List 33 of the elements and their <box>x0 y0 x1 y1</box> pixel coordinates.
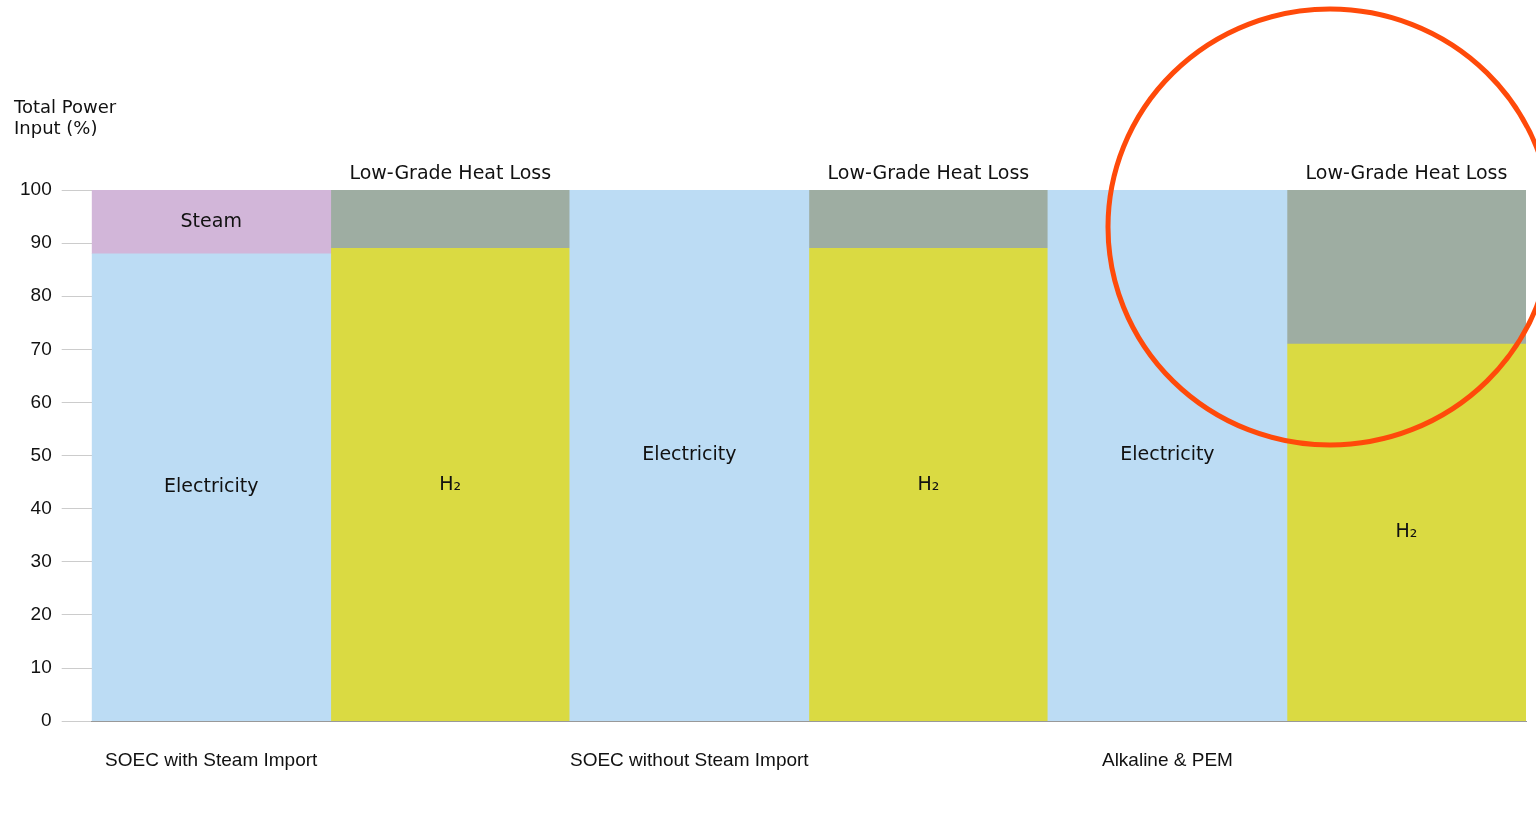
text: H₂ <box>917 471 940 494</box>
y-tick-label: 100 <box>20 178 52 200</box>
y-tick-label: 30 <box>30 550 52 572</box>
text: Low-Grade Heat Loss <box>827 160 1030 183</box>
y-tick-label: 20 <box>30 603 52 625</box>
bar <box>808 248 1049 722</box>
bar <box>91 253 332 722</box>
bar <box>330 190 571 249</box>
y-tick-label: 0 <box>41 709 52 731</box>
text: Electricity <box>1120 442 1215 465</box>
y-axis-title: Total Power Input (%) <box>14 96 118 138</box>
y-tick-label: 80 <box>30 284 52 306</box>
text: Low-Grade Heat Loss <box>1305 160 1508 183</box>
series-label: Low-Grade Heat Loss <box>349 160 552 183</box>
bar <box>1286 190 1526 345</box>
bar <box>330 248 571 722</box>
x-tick-label: Alkaline & PEM <box>1101 748 1233 770</box>
y-tick-label: 70 <box>30 337 52 359</box>
y-tick-label: 10 <box>30 656 52 678</box>
x-tick-label: SOEC with Steam Import <box>105 748 319 770</box>
y-tick-label: 50 <box>30 443 52 465</box>
series-label: Electricity <box>164 474 259 497</box>
text: H₂ <box>439 471 462 494</box>
text: Electricity <box>642 442 737 465</box>
y-tick-label: 60 <box>30 390 52 412</box>
y-tick-label: 90 <box>30 231 52 253</box>
bar <box>569 190 810 722</box>
bar <box>91 190 332 255</box>
bar <box>808 190 1049 249</box>
series-label: H₂ <box>1395 519 1418 542</box>
y-tick-label: 40 <box>30 496 52 518</box>
series-label: Steam <box>180 208 242 231</box>
x-tick-label: SOEC without Steam Import <box>570 748 810 770</box>
